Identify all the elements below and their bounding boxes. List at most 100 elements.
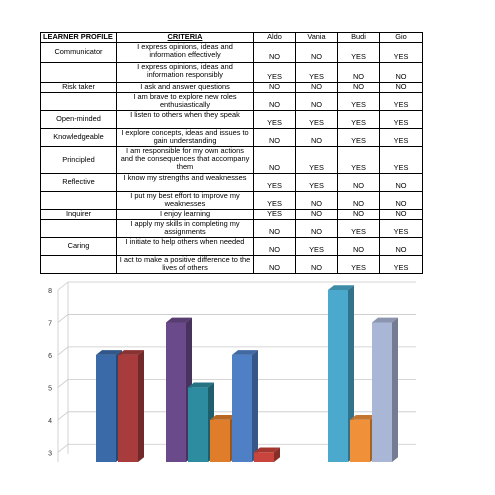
header-vania: Vania <box>295 32 338 43</box>
value-cell-aldo: YES <box>253 62 296 83</box>
value-cell-vania: YES <box>295 145 338 174</box>
bar <box>210 419 230 462</box>
bar-side <box>138 350 144 462</box>
value-cell-aldo: YES <box>253 172 296 192</box>
value-cell-vania: NO <box>295 218 338 238</box>
bar-side <box>392 317 398 462</box>
gridline-diagonal <box>57 411 69 421</box>
bar-side <box>252 350 258 462</box>
learner-profile-cell: Inquirer <box>40 208 117 220</box>
y-tick-label: 4 <box>48 418 52 425</box>
value-cell-gio: YES <box>379 145 423 174</box>
value-cell-budi: NO <box>337 62 380 83</box>
value-cell-budi: NO <box>337 172 380 192</box>
criteria-cell: I listen to others when they speak <box>116 109 254 129</box>
bar <box>254 452 274 462</box>
value-cell-aldo: NO <box>253 218 296 238</box>
value-cell-budi: YES <box>337 42 380 63</box>
table-row: Open-minded I listen to others when they … <box>40 109 423 129</box>
learner-profile-cell <box>40 218 117 238</box>
table-row: I am brave to explore new roles enthusia… <box>40 91 423 111</box>
criteria-cell: I explore concepts, ideas and issues to … <box>116 127 254 147</box>
bar-side <box>274 447 280 462</box>
criteria-cell: I apply my skills in completing my assig… <box>116 218 254 238</box>
value-cell-budi: YES <box>337 218 380 238</box>
learner-profile-cell: Caring <box>40 236 117 256</box>
bar <box>372 322 392 462</box>
bar <box>96 354 116 462</box>
value-cell-gio: NO <box>379 82 423 93</box>
value-cell-budi: YES <box>337 254 380 274</box>
bar <box>328 290 348 462</box>
value-cell-budi: YES <box>337 127 380 147</box>
value-cell-vania: NO <box>295 190 338 210</box>
table-row: I express opinions, ideas and informatio… <box>40 62 423 83</box>
value-cell-budi: NO <box>337 208 380 220</box>
y-tick-label: 5 <box>48 385 52 392</box>
criteria-cell: I know my strengths and weaknesses <box>116 172 254 192</box>
value-cell-vania: NO <box>295 127 338 147</box>
bar <box>188 387 208 462</box>
learner-profile-cell <box>40 91 117 111</box>
header-aldo: Aldo <box>253 32 296 43</box>
learner-profile-cell: Reflective <box>40 172 117 192</box>
bar <box>166 322 186 462</box>
value-cell-aldo: NO <box>253 91 296 111</box>
table-row: Risk taker I ask and answer questions NO NO… <box>40 82 423 93</box>
criteria-cell: I express opinions, ideas and informatio… <box>116 62 254 83</box>
table-row: Principled I am responsible for my own ac… <box>40 145 423 174</box>
value-cell-vania: YES <box>295 236 338 256</box>
bar-top <box>188 382 214 388</box>
value-cell-vania: NO <box>295 254 338 274</box>
value-cell-gio: NO <box>379 190 423 210</box>
value-cell-vania: YES <box>295 62 338 83</box>
criteria-cell: I express opinions, ideas and informatio… <box>116 42 254 63</box>
table-row: Knowledgeable I explore concepts, ideas a… <box>40 127 423 147</box>
value-cell-aldo: NO <box>253 236 296 256</box>
value-cell-budi: YES <box>337 109 380 129</box>
bar-top <box>372 317 398 323</box>
header-gio: Gio <box>379 32 423 43</box>
value-cell-budi: YES <box>337 145 380 174</box>
criteria-cell: I put my best effort to improve my weakn… <box>116 190 254 210</box>
bar-side <box>348 285 354 462</box>
value-cell-aldo: NO <box>253 82 296 93</box>
criteria-cell: I ask and answer questions <box>116 82 254 93</box>
criteria-cell: I act to make a positive difference to t… <box>116 254 254 274</box>
gridline-diagonal <box>57 281 69 291</box>
value-cell-vania: YES <box>295 172 338 192</box>
bar-top <box>350 415 376 420</box>
learner-profile-cell: Open-minded <box>40 109 117 129</box>
learner-profile-table: LEARNER PROFILE CRITERIA Aldo Vania Budi… <box>40 32 423 274</box>
learner-profile-cell <box>40 190 117 210</box>
value-cell-vania: NO <box>295 208 338 220</box>
table-row: Inquirer I enjoy learning YES NO NO NO <box>40 208 423 220</box>
table-row: Communicator I express opinions, ideas an… <box>40 42 423 63</box>
table-row: I apply my skills in completing my assig… <box>40 218 423 238</box>
table-row: I put my best effort to improve my weakn… <box>40 190 423 210</box>
value-cell-vania: YES <box>295 109 338 129</box>
y-tick-label: 7 <box>48 320 52 327</box>
table-row: I act to make a positive difference to t… <box>40 254 423 274</box>
learner-profile-cell <box>40 254 117 274</box>
bar <box>232 354 252 462</box>
y-tick-label: 8 <box>48 288 52 295</box>
bar-chart: 3 4 5 6 7 8 <box>48 281 416 462</box>
value-cell-gio: YES <box>379 42 423 63</box>
bar-top <box>96 350 122 355</box>
value-cell-budi: NO <box>337 82 380 93</box>
bar <box>350 419 370 462</box>
learner-profile-cell: Risk taker <box>40 82 117 93</box>
value-cell-aldo: NO <box>253 42 296 63</box>
value-cell-gio: NO <box>379 62 423 83</box>
learner-profile-cell <box>40 62 117 83</box>
value-cell-budi: YES <box>337 91 380 111</box>
value-cell-aldo: NO <box>253 127 296 147</box>
criteria-cell: I initiate to help others when needed <box>116 236 254 256</box>
gridline-diagonal <box>57 346 69 356</box>
value-cell-gio: YES <box>379 254 423 274</box>
bar-top <box>166 317 192 323</box>
bar-top <box>118 350 144 355</box>
value-cell-gio: YES <box>379 218 423 238</box>
bar <box>118 354 138 462</box>
